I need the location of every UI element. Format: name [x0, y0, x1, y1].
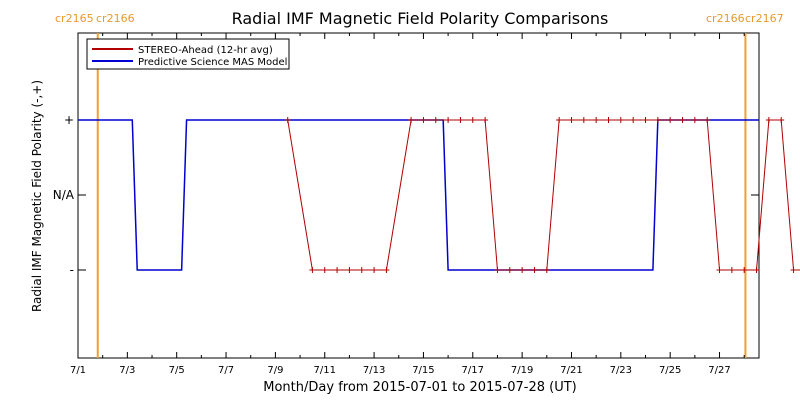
stereo-data-point [519, 267, 526, 273]
x-tick-label: 7/13 [363, 365, 385, 376]
x-tick-label: 7/3 [119, 365, 135, 376]
stereo-data-point [432, 117, 439, 123]
x-tick-label: 7/11 [314, 365, 336, 376]
carrington-rotation-lines [96, 33, 747, 358]
stereo-data-point [667, 117, 674, 123]
stereo-data-point [371, 267, 378, 273]
legend-label-mas: Predictive Science MAS Model [138, 57, 287, 68]
series-line-stereo-ahead [287, 119, 800, 271]
stereo-data-point [531, 267, 538, 273]
x-tick-label: 7/25 [659, 365, 681, 376]
stereo-data-point [309, 267, 316, 273]
stereo-data-point [691, 117, 698, 123]
stereo-data-point [753, 267, 760, 273]
x-tick-label: 7/1 [70, 365, 86, 376]
carrington-label-left-1: cr2165 [55, 12, 94, 25]
stereo-data-point [482, 117, 489, 123]
stereo-data-point [704, 117, 711, 123]
stereo-data-point [765, 117, 772, 123]
stereo-data-point [457, 117, 464, 123]
legend-label-stereo: STEREO-Ahead (12-hr avg) [138, 45, 273, 56]
x-tick-label: 7/23 [610, 365, 632, 376]
stereo-data-point [605, 117, 612, 123]
stereo-data-point [494, 267, 501, 273]
stereo-data-point [630, 117, 637, 123]
stereo-data-point [543, 267, 550, 273]
series-lines [78, 117, 800, 273]
stereo-data-point [469, 117, 476, 123]
stereo-data-point [790, 267, 797, 273]
stereo-data-point [358, 267, 365, 273]
legend-box [86, 38, 290, 70]
stereo-data-point [728, 267, 735, 273]
y-axis-label: Radial IMF Magnetic Field Polarity (-,+) [30, 80, 44, 312]
stereo-data-point [445, 117, 452, 123]
series-line-mas-model [78, 119, 759, 271]
x-axis-label: Month/Day from 2015-07-01 to 2015-07-28 … [263, 380, 576, 395]
stereo-data-point [716, 267, 723, 273]
carrington-label-right-1: cr2166 [96, 12, 135, 25]
stereo-data-point [420, 117, 427, 123]
x-tick-label: 7/17 [462, 365, 484, 376]
stereo-data-point [741, 267, 748, 273]
stereo-data-point [568, 117, 575, 123]
stereo-data-point [778, 117, 785, 123]
stereo-data-point [408, 117, 415, 123]
stereo-data-point [284, 117, 291, 123]
x-tick-label: 7/15 [412, 365, 434, 376]
stereo-data-point [654, 117, 661, 123]
x-tick-label: 7/19 [511, 365, 533, 376]
x-axis-ticks: 7/1 7/3 7/5 7/7 7/9 7/11 7/13 7/15 7/17 7/19 7/21 7… [70, 33, 745, 376]
x-tick-label: 7/7 [218, 365, 234, 376]
y-tick-label: - [70, 263, 74, 277]
stereo-data-point [321, 267, 328, 273]
stereo-data-point [383, 267, 390, 273]
carrington-label-left-2: cr2166 [706, 12, 745, 25]
chart-title: Radial IMF Magnetic Field Polarity Compa… [232, 9, 609, 28]
stereo-data-point [334, 267, 341, 273]
stereo-data-point [617, 117, 624, 123]
x-tick-label: 7/21 [560, 365, 582, 376]
stereo-data-point [506, 267, 513, 273]
stereo-data-point [679, 117, 686, 123]
plot-frame [77, 32, 760, 359]
stereo-data-point [346, 267, 353, 273]
y-tick-label: N/A [53, 188, 75, 202]
stereo-data-point [580, 117, 587, 123]
x-tick-label: 7/27 [708, 365, 730, 376]
stereo-data-point [556, 117, 563, 123]
stereo-data-point [593, 117, 600, 123]
y-axis-ticks: + N/A - [53, 113, 759, 277]
x-tick-label: 7/9 [267, 365, 283, 376]
legend: STEREO-Ahead (12-hr avg) Predictive Scie… [86, 38, 290, 70]
x-tick-label: 7/5 [169, 365, 185, 376]
carrington-label-right-2: cr2167 [745, 12, 784, 25]
y-tick-label: + [64, 113, 74, 127]
stereo-data-point [642, 117, 649, 123]
